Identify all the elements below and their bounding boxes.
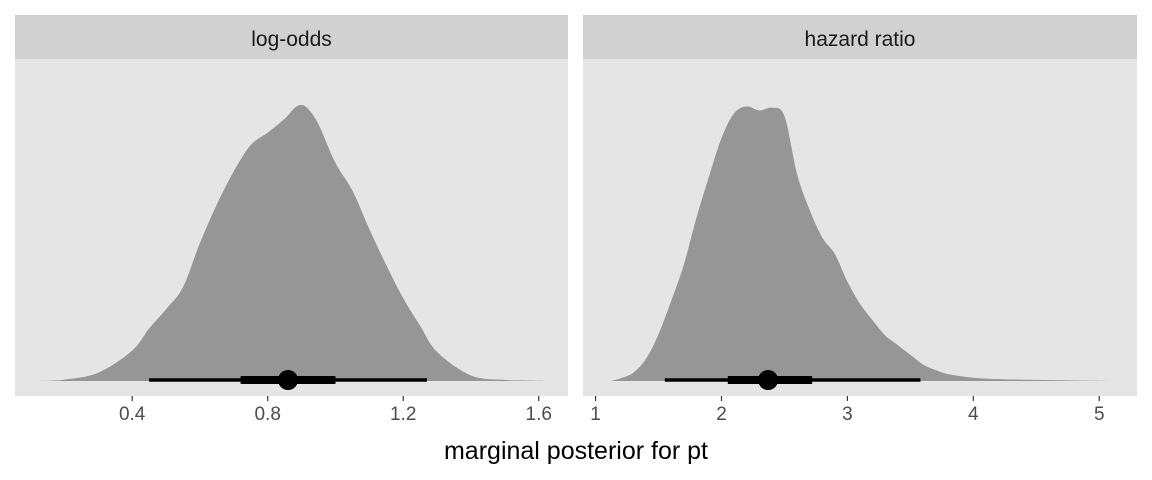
strip-label-hazard-ratio: hazard ratio: [805, 28, 916, 51]
x-axis-log-odds: 0.4 0.8 1.2 1.6: [119, 396, 552, 425]
facet-log-odds: log-odds 0.4 0.8 1.2 1.6: [15, 15, 568, 425]
strip-background-hazard-ratio: [583, 15, 1137, 59]
x-tick-label-hazard-ratio: 1: [590, 404, 601, 425]
x-axis-hazard-ratio: 1 2 3 4 5: [590, 396, 1105, 425]
x-axis-title: marginal posterior for pt: [444, 437, 708, 465]
x-tick-label-log-odds: 0.4: [119, 404, 146, 425]
facet-hazard-ratio: hazard ratio 1 2 3 4 5: [583, 15, 1137, 425]
strip-background-log-odds: [15, 15, 568, 59]
x-tick-label-log-odds: 1.2: [390, 404, 416, 425]
x-tick-label-log-odds: 1.6: [526, 404, 552, 425]
density-area-hazard-ratio: [610, 106, 1116, 381]
x-tick-label-log-odds: 0.8: [254, 404, 280, 425]
x-tick-label-hazard-ratio: 4: [968, 404, 979, 425]
x-tick-label-hazard-ratio: 3: [842, 404, 853, 425]
x-tick-label-hazard-ratio: 2: [716, 404, 727, 425]
point-estimate-log-odds: [278, 370, 299, 390]
x-tick-label-hazard-ratio: 5: [1094, 404, 1105, 425]
density-marks-log-odds: [40, 104, 553, 390]
strip-label-log-odds: log-odds: [251, 28, 332, 51]
density-area-log-odds: [40, 104, 553, 382]
density-marks-hazard-ratio: [610, 106, 1116, 390]
point-estimate-hazard-ratio: [758, 370, 779, 390]
